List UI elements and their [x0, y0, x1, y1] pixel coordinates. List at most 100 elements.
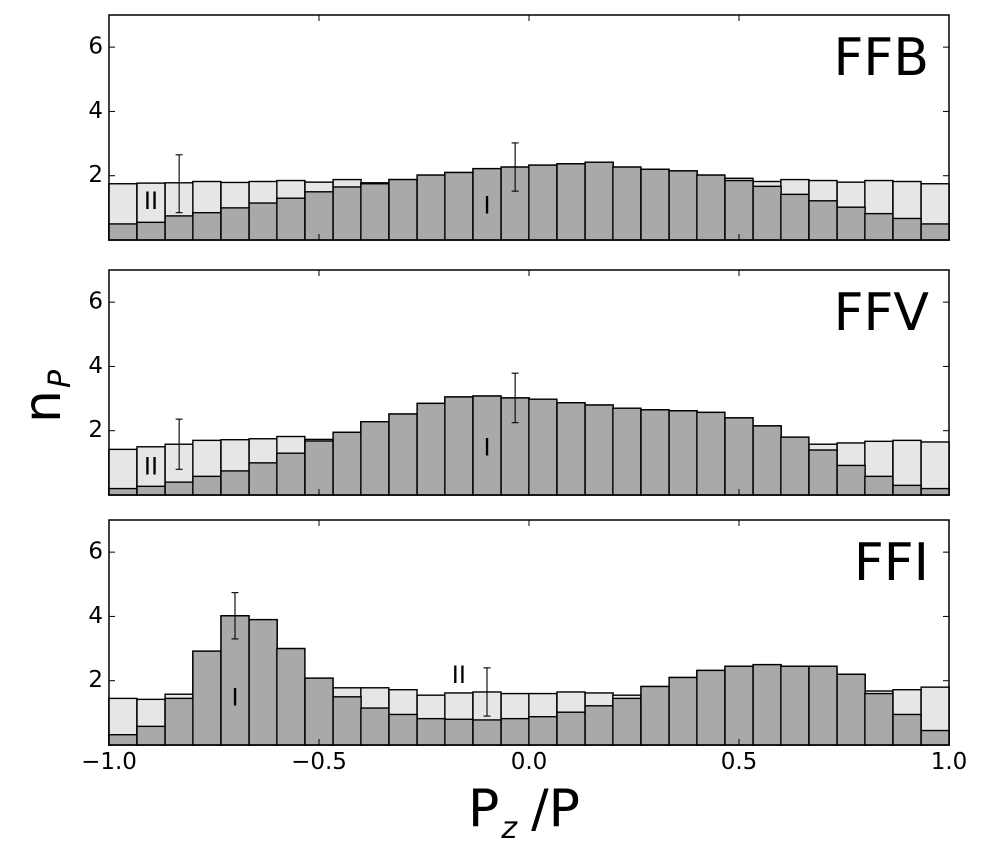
- bar: [892, 484, 922, 496]
- bar: [472, 395, 502, 496]
- bar: [304, 677, 334, 746]
- x-tick-label: 1.0: [931, 749, 968, 775]
- error-bar: [231, 592, 239, 640]
- bar: [276, 197, 306, 241]
- panel-title: FFI: [854, 533, 929, 593]
- bar: [920, 729, 950, 746]
- bar: [388, 178, 418, 241]
- bar: [584, 161, 614, 241]
- bar: [696, 411, 726, 496]
- bar: [164, 481, 194, 496]
- bar: [724, 417, 754, 496]
- bar: [920, 487, 950, 496]
- bar: [696, 669, 726, 746]
- y-axis-label-main: n: [13, 390, 73, 423]
- bar: [276, 647, 306, 746]
- panel-title: FFB: [834, 28, 930, 88]
- bar: [388, 713, 418, 746]
- bar: [332, 696, 362, 746]
- bar: [304, 440, 334, 496]
- error-bar: [511, 142, 519, 192]
- bar: [584, 705, 614, 746]
- bar: [724, 665, 754, 746]
- x-axis-label: Pz/P: [468, 779, 580, 846]
- bar: [192, 475, 222, 496]
- error-bar: [175, 418, 183, 470]
- bar: [360, 421, 390, 496]
- bar: [108, 734, 138, 746]
- bar: [528, 716, 558, 746]
- bar: [752, 663, 782, 746]
- bar: [612, 407, 642, 496]
- bar: [388, 413, 418, 496]
- x-tick-label: −0.5: [291, 749, 347, 775]
- x-tick-label: 0.5: [721, 749, 758, 775]
- bar: [780, 436, 810, 496]
- bar: [192, 650, 222, 746]
- bar: [164, 697, 194, 746]
- x-axis-label-main: P: [468, 779, 499, 839]
- bar: [220, 207, 250, 241]
- bar: [220, 470, 250, 496]
- bar: [276, 452, 306, 496]
- bar: [920, 441, 950, 496]
- bar: [360, 183, 390, 241]
- bar: [584, 404, 614, 496]
- bar: [444, 718, 474, 746]
- bar: [136, 221, 166, 241]
- bar: [528, 164, 558, 241]
- region-label: II: [144, 453, 158, 481]
- region-label: II: [144, 187, 158, 215]
- bar: [640, 168, 670, 241]
- bar: [836, 673, 866, 746]
- bar: [332, 186, 362, 241]
- bar: [808, 665, 838, 746]
- x-tick-label: 0.0: [511, 749, 548, 775]
- bar: [668, 676, 698, 746]
- bar: [556, 163, 586, 241]
- series-i: [108, 395, 950, 496]
- y-tick-label: 2: [88, 417, 103, 443]
- bar: [500, 717, 530, 746]
- bar: [248, 618, 278, 746]
- region-label: I: [483, 191, 490, 219]
- bar: [892, 217, 922, 241]
- region-label: II: [452, 661, 466, 689]
- y-axis-label: nP: [13, 369, 78, 423]
- bar: [444, 396, 474, 496]
- bar: [444, 171, 474, 241]
- bar: [752, 185, 782, 241]
- bar: [724, 179, 754, 241]
- bar: [556, 402, 586, 496]
- bar: [416, 174, 446, 241]
- y-tick-label: 6: [88, 34, 103, 60]
- y-tick-label: 4: [88, 353, 103, 379]
- y-tick-label: 6: [88, 539, 103, 565]
- bar: [164, 215, 194, 241]
- bar: [304, 191, 334, 241]
- x-tick-label: −1.0: [81, 749, 137, 775]
- region-label: I: [483, 433, 490, 461]
- bar: [892, 713, 922, 746]
- y-tick-label: 4: [88, 603, 103, 629]
- bar: [864, 475, 894, 496]
- bar: [248, 202, 278, 241]
- bar: [108, 223, 138, 241]
- error-bar: [175, 154, 183, 214]
- bar: [556, 711, 586, 746]
- y-axis-label-subscript: P: [43, 369, 78, 388]
- region-label: I: [231, 683, 238, 711]
- bar: [864, 692, 894, 746]
- bar: [612, 166, 642, 241]
- x-axis-label-suffix: /P: [531, 779, 580, 839]
- bar: [668, 410, 698, 496]
- bar: [416, 717, 446, 746]
- bar: [696, 174, 726, 241]
- bar: [192, 211, 222, 241]
- bar: [640, 409, 670, 496]
- bar: [640, 685, 670, 746]
- bar: [360, 707, 390, 746]
